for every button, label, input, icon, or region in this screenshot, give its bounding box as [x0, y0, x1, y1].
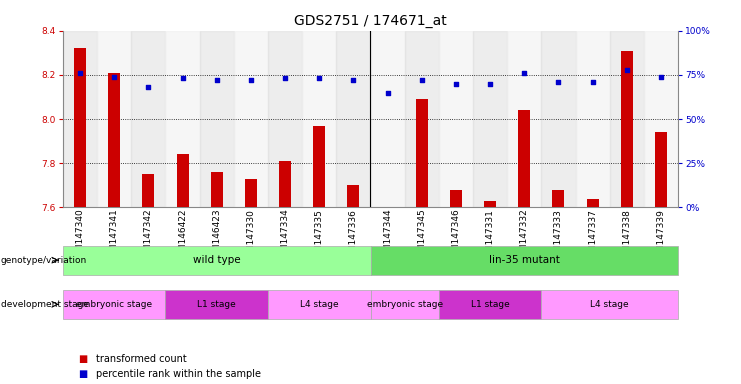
Point [176, 75, 188, 81]
Bar [518, 110, 531, 207]
Bar [176, 154, 188, 207]
Bar [576, 31, 610, 207]
Text: development stage: development stage [1, 300, 89, 309]
Point [348, 77, 359, 83]
Point [621, 66, 633, 73]
Bar [473, 31, 507, 207]
Bar [142, 174, 154, 207]
Bar [416, 99, 428, 207]
Bar [279, 161, 291, 207]
Point [587, 79, 599, 85]
Point [279, 75, 291, 81]
Bar [63, 31, 97, 207]
Bar [370, 31, 405, 207]
Point [518, 70, 530, 76]
Bar [268, 31, 302, 207]
Bar [644, 31, 678, 207]
Bar [484, 201, 496, 207]
Bar [245, 179, 257, 207]
Bar [348, 185, 359, 207]
Bar [587, 199, 599, 207]
Text: L4 stage: L4 stage [591, 300, 629, 309]
Text: wild type: wild type [193, 255, 241, 265]
Bar [108, 73, 120, 207]
Point [416, 77, 428, 83]
Point [655, 74, 667, 80]
Point [313, 75, 325, 81]
Point [450, 81, 462, 87]
Text: L1 stage: L1 stage [471, 300, 510, 309]
Bar [553, 190, 565, 207]
Point [74, 70, 86, 76]
Bar [621, 51, 633, 207]
Text: L4 stage: L4 stage [300, 300, 339, 309]
Text: ■: ■ [78, 369, 87, 379]
Text: embryonic stage: embryonic stage [76, 300, 153, 309]
Point [245, 77, 257, 83]
Bar [439, 31, 473, 207]
Point [484, 81, 496, 87]
Bar [610, 31, 644, 207]
Point [210, 77, 222, 83]
Bar [131, 31, 165, 207]
Bar [97, 31, 131, 207]
Bar [234, 31, 268, 207]
Bar [199, 31, 234, 207]
Text: transformed count: transformed count [96, 354, 187, 364]
Text: genotype/variation: genotype/variation [1, 256, 87, 265]
Bar [405, 31, 439, 207]
Bar [507, 31, 542, 207]
Text: lin-35 mutant: lin-35 mutant [489, 255, 559, 265]
Bar [542, 31, 576, 207]
Text: L1 stage: L1 stage [197, 300, 236, 309]
Bar [302, 31, 336, 207]
Point [382, 89, 393, 96]
Bar [74, 48, 86, 207]
Title: GDS2751 / 174671_at: GDS2751 / 174671_at [294, 14, 447, 28]
Text: embryonic stage: embryonic stage [367, 300, 442, 309]
Bar [450, 190, 462, 207]
Point [108, 74, 120, 80]
Bar [336, 31, 370, 207]
Bar [165, 31, 199, 207]
Text: percentile rank within the sample: percentile rank within the sample [96, 369, 262, 379]
Point [142, 84, 154, 90]
Bar [313, 126, 325, 207]
Bar [655, 132, 667, 207]
Text: ■: ■ [78, 354, 87, 364]
Point [553, 79, 565, 85]
Bar [210, 172, 223, 207]
